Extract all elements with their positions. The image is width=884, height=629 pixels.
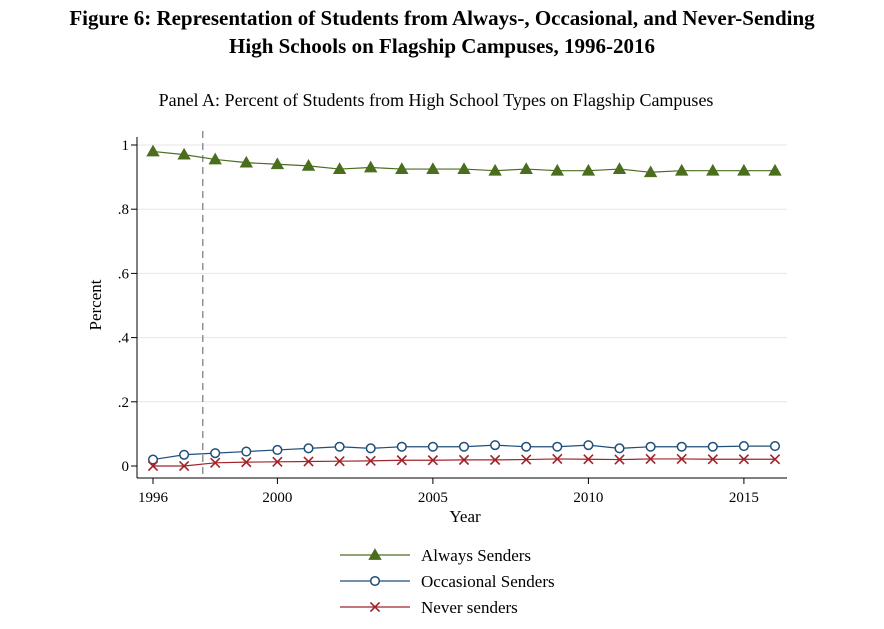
data-point	[210, 457, 221, 468]
gridlines	[137, 144, 787, 403]
data-point	[177, 147, 191, 160]
chart-title: Panel A: Percent of Students from High S…	[159, 90, 714, 110]
series-always-senders	[146, 144, 782, 178]
y-tick-label: .6	[118, 266, 130, 282]
data-point	[676, 453, 687, 465]
data-point	[395, 162, 409, 174]
data-point	[552, 453, 563, 465]
data-point	[334, 441, 345, 452]
data-point	[583, 454, 594, 465]
y-tick-label: 0	[122, 459, 130, 475]
x-tick-label: 2005	[418, 490, 448, 506]
data-point	[612, 162, 627, 174]
y-axis-label: Percent	[86, 279, 105, 330]
data-point	[303, 443, 314, 454]
data-point	[458, 454, 470, 466]
x-axis-label: Year	[449, 507, 481, 526]
data-point	[241, 446, 252, 457]
legend-marker	[369, 601, 381, 613]
data-point	[550, 163, 564, 176]
data-point	[272, 444, 283, 456]
series-never-senders	[147, 453, 781, 472]
data-point	[334, 456, 345, 467]
data-point	[676, 441, 687, 452]
data-point	[239, 155, 253, 168]
legend-label: Always Senders	[421, 546, 531, 565]
legend-label: Occasional Senders	[421, 572, 555, 591]
data-point	[364, 160, 378, 173]
data-point	[458, 441, 470, 452]
data-point	[521, 441, 532, 452]
data-point	[706, 163, 720, 176]
data-point	[645, 453, 656, 465]
data-point	[208, 152, 222, 165]
data-point	[489, 454, 501, 466]
data-point	[332, 162, 347, 174]
data-point	[488, 163, 502, 176]
series-occasional-senders	[147, 440, 781, 465]
data-point	[738, 454, 750, 465]
data-point	[272, 456, 283, 467]
data-point	[147, 454, 159, 465]
data-point	[707, 441, 718, 452]
data-point	[426, 162, 440, 174]
data-point	[769, 441, 781, 452]
data-point	[396, 455, 407, 466]
data-point	[270, 157, 285, 170]
x-tick-label: 1996	[138, 490, 169, 506]
data-point	[769, 454, 781, 465]
y-tick-label: .4	[118, 331, 130, 347]
data-point	[457, 162, 471, 174]
legend-marker	[368, 548, 382, 560]
data-point	[490, 440, 501, 451]
data-point	[210, 448, 221, 459]
y-tick-label: .8	[118, 202, 129, 218]
series-group	[146, 144, 782, 472]
data-point	[241, 456, 252, 468]
data-point	[301, 159, 316, 171]
y-tick-label: 1	[122, 138, 130, 154]
data-point	[552, 441, 563, 452]
legend-marker	[369, 575, 381, 587]
data-point	[427, 455, 439, 466]
legend-item: Occasional Senders	[340, 572, 555, 591]
y-tick-label: .2	[118, 395, 129, 411]
data-point	[396, 441, 407, 452]
data-point	[738, 441, 749, 452]
data-point	[643, 165, 658, 178]
data-point	[614, 454, 625, 465]
data-point	[179, 449, 190, 460]
x-tick-label: 2015	[729, 490, 759, 506]
data-point	[365, 455, 376, 467]
data-point	[146, 144, 160, 157]
data-point	[675, 163, 689, 176]
legend-item: Always Senders	[340, 546, 531, 565]
data-point	[707, 454, 718, 465]
legend: Always Senders Occasional Senders Never se…	[340, 546, 555, 617]
legend-label: Never senders	[421, 598, 518, 617]
data-point	[614, 443, 625, 454]
axes: 0 .2 .4 .6 .8 1 1996 2000 2005 2010 2015	[118, 137, 787, 506]
data-point	[581, 163, 596, 176]
data-point	[178, 460, 190, 472]
data-point	[427, 441, 438, 452]
x-tick-label: 2010	[573, 490, 603, 506]
data-point	[519, 162, 533, 174]
data-point	[583, 440, 594, 451]
data-point	[737, 163, 751, 176]
figure-title-line-2: High Schools on Flagship Campuses, 1996-…	[229, 34, 655, 58]
data-point	[303, 456, 314, 467]
legend-item: Never senders	[340, 598, 518, 617]
data-point	[365, 443, 376, 454]
figure-title-line-1: Figure 6: Representation of Students fro…	[69, 6, 815, 30]
figure-title: Figure 6: Representation of Students fro…	[0, 4, 884, 60]
data-point	[645, 441, 656, 452]
data-point	[768, 163, 782, 176]
x-tick-label: 2000	[262, 490, 292, 506]
data-point	[521, 454, 532, 465]
data-point	[147, 460, 159, 472]
